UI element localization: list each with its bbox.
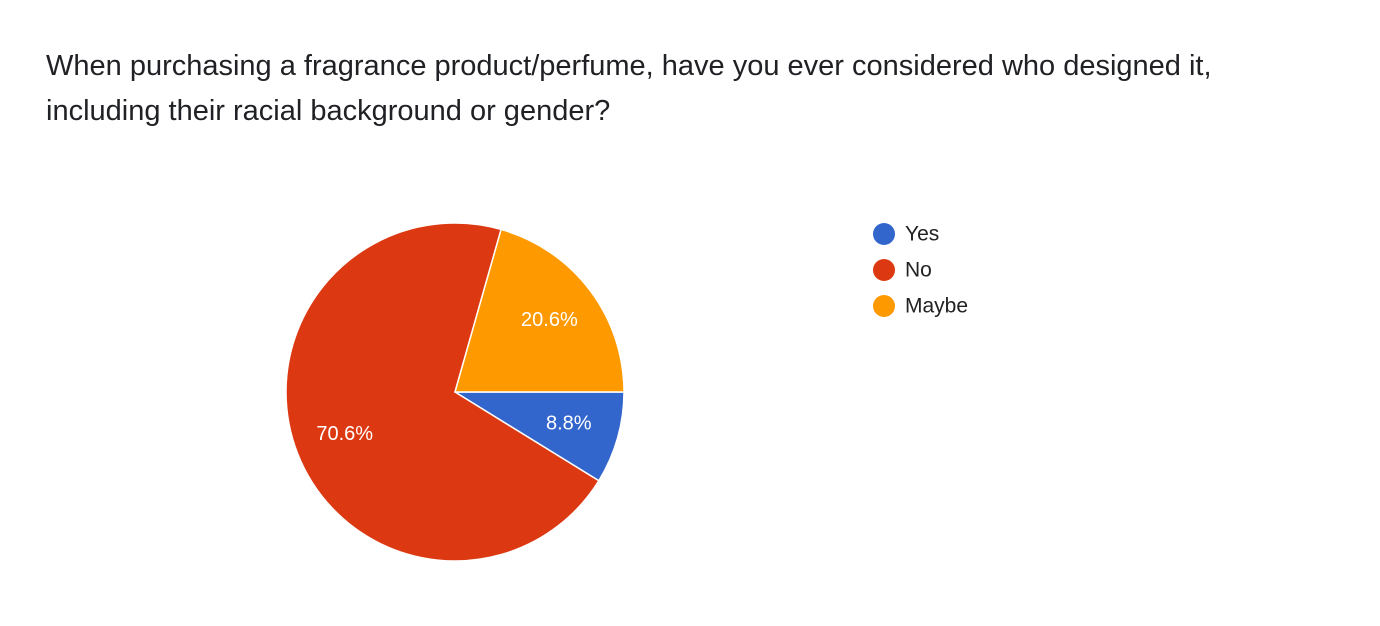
legend-label: Yes bbox=[905, 223, 939, 246]
pie-slice bbox=[452, 391, 625, 482]
legend-swatch bbox=[873, 259, 895, 281]
legend-swatch bbox=[873, 295, 895, 317]
chart-title: When purchasing a fragrance product/perf… bbox=[46, 50, 1212, 127]
slice-label: 20.6% bbox=[521, 309, 578, 331]
pie-slice bbox=[285, 222, 600, 562]
legend-swatch bbox=[873, 223, 895, 245]
legend-label: No bbox=[905, 259, 932, 282]
pie-slice bbox=[454, 228, 625, 393]
slice-label: 70.6% bbox=[316, 423, 373, 445]
slice-label: 8.8% bbox=[546, 413, 592, 435]
legend-label: Maybe bbox=[905, 295, 968, 318]
